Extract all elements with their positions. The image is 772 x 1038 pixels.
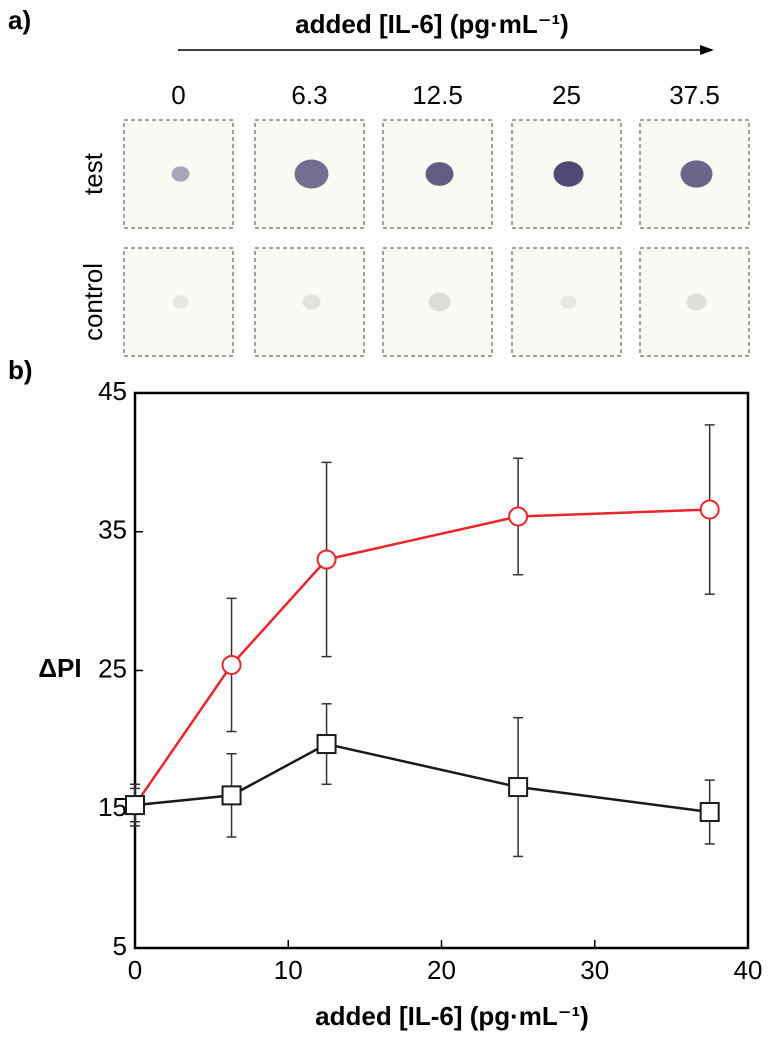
spot-frame: [254, 247, 365, 357]
spot-frame: [123, 119, 234, 229]
spot: [686, 293, 707, 311]
marker: [699, 499, 720, 520]
x-tick-label: 30: [580, 955, 609, 985]
marker: [508, 506, 529, 527]
x-tick-label: 10: [274, 955, 303, 985]
spot: [172, 295, 189, 309]
y-tick-label: 25: [98, 653, 127, 683]
y-tick-label: 45: [98, 376, 127, 406]
column-label: 25: [552, 80, 581, 110]
marker: [508, 777, 529, 798]
y-axis-label: ΔPI: [38, 653, 81, 683]
column-label: 12.5: [412, 80, 463, 110]
series-line: [133, 508, 710, 806]
marker: [699, 802, 720, 823]
spot: [294, 159, 329, 189]
spot: [425, 162, 454, 186]
y-tick-label: 15: [98, 792, 127, 822]
panel-label: b): [8, 355, 33, 385]
y-tick-label: 35: [98, 515, 127, 545]
y-tick-label: 5: [113, 931, 127, 961]
spot: [553, 161, 584, 187]
panel-label: a): [8, 5, 31, 35]
column-label: 0: [171, 80, 185, 110]
marker: [221, 654, 242, 675]
marker: [316, 734, 337, 755]
row-label: test: [78, 152, 108, 195]
spot: [680, 160, 713, 188]
spot-frame: [639, 119, 750, 229]
panel-title: added [IL-6] (pg·mL⁻¹): [295, 9, 569, 39]
arrow-head: [700, 45, 714, 55]
spot-frame: [123, 247, 234, 357]
marker: [125, 795, 145, 816]
column-label: 37.5: [669, 80, 720, 110]
marker: [316, 549, 337, 570]
x-tick-label: 0: [128, 955, 142, 985]
column-label: 6.3: [291, 80, 327, 110]
row-label: control: [78, 263, 108, 341]
spot-frame: [639, 247, 750, 357]
spot: [302, 294, 321, 310]
marker: [221, 785, 242, 806]
x-axis-label: added [IL-6] (pg·mL⁻¹): [315, 1001, 589, 1031]
series-line: [134, 742, 710, 814]
x-tick-label: 40: [734, 955, 763, 985]
spot-frame: [382, 247, 493, 357]
spot: [560, 295, 577, 309]
spot: [171, 166, 190, 182]
spot: [428, 292, 451, 312]
spot-frame: [511, 247, 622, 357]
x-tick-label: 20: [427, 955, 456, 985]
